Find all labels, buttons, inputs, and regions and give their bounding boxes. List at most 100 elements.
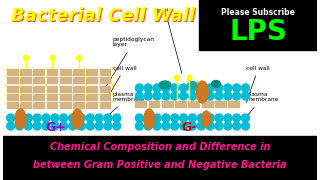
Ellipse shape — [212, 80, 220, 87]
Bar — [100, 94, 111, 101]
Bar — [33, 69, 45, 76]
Bar — [60, 77, 72, 84]
Text: Bacterial Cell Wall: Bacterial Cell Wall — [12, 8, 196, 26]
Circle shape — [233, 84, 241, 92]
Circle shape — [33, 114, 41, 122]
Circle shape — [144, 114, 152, 122]
Bar — [46, 69, 58, 76]
Circle shape — [153, 114, 161, 122]
Text: cell wall: cell wall — [106, 66, 137, 100]
Circle shape — [51, 122, 59, 130]
Text: G-: G- — [182, 121, 197, 134]
Circle shape — [206, 84, 214, 92]
Bar — [33, 77, 45, 84]
Bar — [7, 102, 19, 109]
Circle shape — [135, 92, 143, 100]
Circle shape — [144, 122, 152, 130]
Circle shape — [215, 92, 223, 100]
Ellipse shape — [202, 111, 211, 127]
Circle shape — [215, 114, 223, 122]
Bar — [33, 102, 45, 109]
Circle shape — [153, 92, 161, 100]
Bar — [175, 101, 187, 108]
Circle shape — [180, 114, 188, 122]
Circle shape — [224, 84, 232, 92]
Bar — [228, 101, 240, 108]
Circle shape — [224, 92, 232, 100]
Circle shape — [224, 122, 232, 130]
Circle shape — [51, 114, 59, 122]
Circle shape — [144, 84, 152, 92]
Bar — [86, 86, 98, 93]
Circle shape — [113, 114, 121, 122]
Bar — [162, 101, 174, 108]
Circle shape — [188, 92, 196, 100]
Ellipse shape — [188, 82, 197, 89]
Bar — [86, 77, 98, 84]
Circle shape — [77, 114, 85, 122]
Bar — [149, 101, 161, 108]
Text: between Gram Positive and Negative Bacteria: between Gram Positive and Negative Bacte… — [33, 160, 287, 170]
Ellipse shape — [15, 109, 26, 129]
Circle shape — [187, 75, 192, 80]
Circle shape — [16, 114, 23, 122]
Circle shape — [7, 114, 15, 122]
Circle shape — [86, 114, 94, 122]
Circle shape — [174, 75, 179, 80]
Bar — [46, 77, 58, 84]
Bar — [199, 0, 317, 50]
Circle shape — [197, 114, 205, 122]
Circle shape — [153, 84, 161, 92]
Text: porin: porin — [157, 8, 182, 73]
Circle shape — [188, 114, 196, 122]
Bar — [135, 101, 147, 108]
Ellipse shape — [196, 81, 208, 103]
Circle shape — [233, 114, 241, 122]
Circle shape — [180, 122, 188, 130]
Bar — [86, 102, 98, 109]
Circle shape — [180, 84, 188, 92]
Text: peptidoglycan
layer: peptidoglycan layer — [107, 37, 155, 86]
Bar — [202, 101, 213, 108]
Circle shape — [68, 122, 76, 130]
Circle shape — [95, 122, 103, 130]
Circle shape — [33, 122, 41, 130]
Bar — [20, 86, 32, 93]
Circle shape — [233, 122, 241, 130]
Ellipse shape — [144, 109, 155, 129]
Circle shape — [104, 114, 112, 122]
Circle shape — [95, 114, 103, 122]
Circle shape — [206, 122, 214, 130]
Circle shape — [215, 122, 223, 130]
Circle shape — [197, 84, 205, 92]
Circle shape — [76, 55, 81, 60]
Bar — [7, 77, 19, 84]
Circle shape — [197, 92, 205, 100]
Circle shape — [60, 122, 68, 130]
Bar — [100, 86, 111, 93]
Bar — [60, 86, 72, 93]
Circle shape — [224, 114, 232, 122]
Circle shape — [197, 122, 205, 130]
Circle shape — [171, 92, 179, 100]
Circle shape — [188, 84, 196, 92]
Circle shape — [242, 122, 249, 130]
Text: Bacterial Cell Wall: Bacterial Cell Wall — [11, 7, 195, 25]
Circle shape — [24, 122, 32, 130]
Circle shape — [180, 92, 188, 100]
Circle shape — [162, 122, 170, 130]
Circle shape — [171, 122, 179, 130]
Bar — [73, 86, 85, 93]
Bar — [100, 69, 111, 76]
Bar — [20, 69, 32, 76]
Bar — [46, 86, 58, 93]
Bar — [100, 102, 111, 109]
Text: LPS: LPS — [229, 18, 287, 46]
Bar — [60, 94, 72, 101]
Circle shape — [135, 114, 143, 122]
Bar — [7, 69, 19, 76]
Circle shape — [77, 122, 85, 130]
Circle shape — [42, 114, 50, 122]
Circle shape — [135, 84, 143, 92]
Circle shape — [233, 92, 241, 100]
